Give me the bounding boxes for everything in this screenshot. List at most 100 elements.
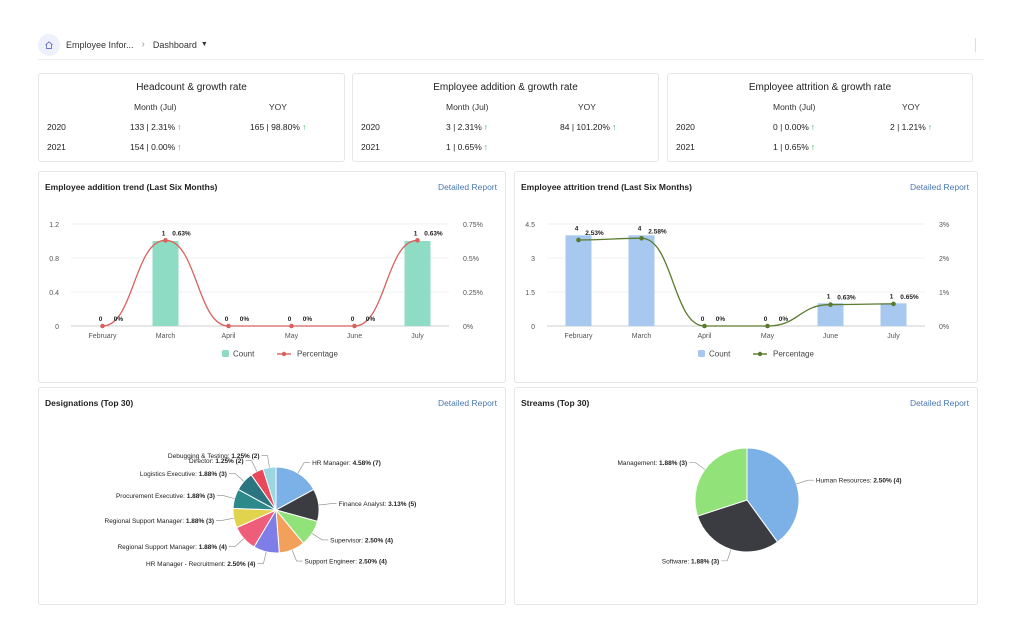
slice-label: Human Resources: 2.50% (4) [816,478,902,485]
leader-line [796,479,814,485]
line-point [415,238,420,243]
bar-data-label: 1 [162,230,166,237]
arrow-up-icon: ↑ [810,142,816,152]
slice-name: Procurement Executive: [116,493,187,500]
row-year: 2021 [361,142,380,152]
line-point [226,323,231,329]
col-yoy-header: YOY [269,102,287,112]
row-year: 2020 [47,122,66,132]
x-tick-label: July [411,333,424,340]
bar-data-label: 0 [288,316,292,323]
slice-value: 2.50% (4) [873,478,901,485]
line-data-label: 0% [303,316,313,323]
detailed-report-link[interactable]: Detailed Report [437,398,497,408]
col-month-header: Month (Jul) [773,102,816,112]
leader-line [228,473,245,482]
panel-title: Employee attrition trend (Last Six Month… [521,182,692,192]
bar-data-label: 0 [225,316,229,323]
col-yoy-header: YOY [902,102,920,112]
bar-data-label: 1 [890,293,894,300]
line-point [891,301,896,307]
y-tick-label: 1.5 [525,290,535,297]
leader-line [245,460,258,472]
page-selector[interactable]: Dashboard [152,39,197,50]
slice-label: Debugging & Testing: 1.25% (2) [168,453,260,460]
slice-label: Regional Support Manager: 1.88% (3) [105,518,215,525]
leader-line [261,455,270,468]
legend-label: Count [233,350,255,359]
slice-name: Director: [189,458,215,465]
addition-trend-panel: Employee addition trend (Last Six Months… [38,171,506,383]
row-year: 2020 [361,122,380,132]
arrow-up-icon: ↑ [927,122,933,132]
bar-data-label: 0 [351,316,355,323]
arrow-up-icon: ↑ [177,142,182,152]
detailed-report-link[interactable]: Detailed Report [909,398,969,408]
slice-label: HR Manager: 4.58% (7) [312,460,381,467]
slice-name: Regional Support Manager: [105,518,186,525]
y2-tick-label: 0.5% [463,256,479,263]
slice-value: 1.88% (3) [199,471,227,478]
row-year: 2021 [676,142,695,152]
legend-marker [757,351,763,357]
x-tick-label: March [632,333,652,340]
designations-panel: Designations (Top 30) Detailed Report HR… [38,387,506,605]
detailed-report-link[interactable]: Detailed Report [437,182,497,192]
breadcrumb: Employee Infor... › Dashboard ▼ [38,30,984,60]
slice-value: 1.25% (2) [215,458,243,465]
y2-tick-label: 0% [463,324,473,331]
bar [880,303,907,326]
slice-label: Regional Support Manager: 1.88% (4) [117,544,227,551]
legend-swatch [698,350,705,357]
line-point [639,235,644,241]
leader-line [318,503,337,506]
series-line [102,239,418,327]
row-month-value: 0 | 0.00% ↑ [773,122,816,132]
leader-line [216,495,235,499]
y2-tick-label: 0% [939,324,949,331]
bar [152,241,179,326]
breadcrumb-section[interactable]: Employee Infor... [66,39,134,50]
y2-tick-label: 3% [939,222,949,229]
x-tick-label: April [697,333,711,340]
row-month-value: 154 | 0.00% ↑ [130,142,182,152]
slice-value: 2.50% (4) [359,559,387,566]
leader-line [689,462,706,470]
line-data-label: 2.53% [585,230,604,237]
y-tick-label: 0 [55,324,59,331]
arrow-up-icon: ↑ [301,122,307,132]
line-data-label: 0% [366,316,376,323]
attrition-trend-chart: 0 1.5 3 4.5 0% 1% 2% 3% February March April May Jun… [525,222,949,359]
line-point [289,323,294,329]
home-button[interactable] [38,33,60,56]
bar [628,235,655,326]
line-data-label: 0.65% [900,294,919,301]
leader-line [721,549,732,562]
slice-label: Logistics Executive: 1.88% (3) [140,471,227,478]
y-tick-label: 1.2 [49,222,59,229]
slice-label: HR Manager - Recruitment: 2.50% (4) [146,561,255,568]
panel-title: Streams (Top 30) [521,398,590,408]
line-point [576,237,581,243]
streams-pie-chart: Human Resources: 2.50% (4) Software: 1.88… [617,447,902,565]
x-tick-label: June [347,333,362,340]
legend-label: Percentage [297,350,338,359]
slice-name: Finance Analyst: [339,501,389,508]
row-yoy-value: 2 | 1.21% ↑ [890,122,933,132]
leader-line [297,462,311,474]
detailed-report-link[interactable]: Detailed Report [909,182,969,192]
stat-card-attrition: Employee attrition & growth rate Month (… [667,73,973,162]
slice-label: Supervisor: 2.50% (4) [330,537,393,544]
caret-down-icon[interactable]: ▼ [200,41,208,48]
line-point [765,323,770,329]
slice-name: HR Manager: [312,460,352,467]
y2-tick-label: 0.25% [463,290,483,297]
line-point [100,323,105,329]
stat-card-title: Employee attrition & growth rate [748,82,892,93]
bar-data-label: 4 [575,225,579,232]
leader-line [216,517,234,521]
row-year: 2021 [47,142,66,152]
slice-label: Support Engineer: 2.50% (4) [305,559,387,566]
bar-data-label: 0 [701,316,705,323]
slice-name: Software: [662,558,691,565]
